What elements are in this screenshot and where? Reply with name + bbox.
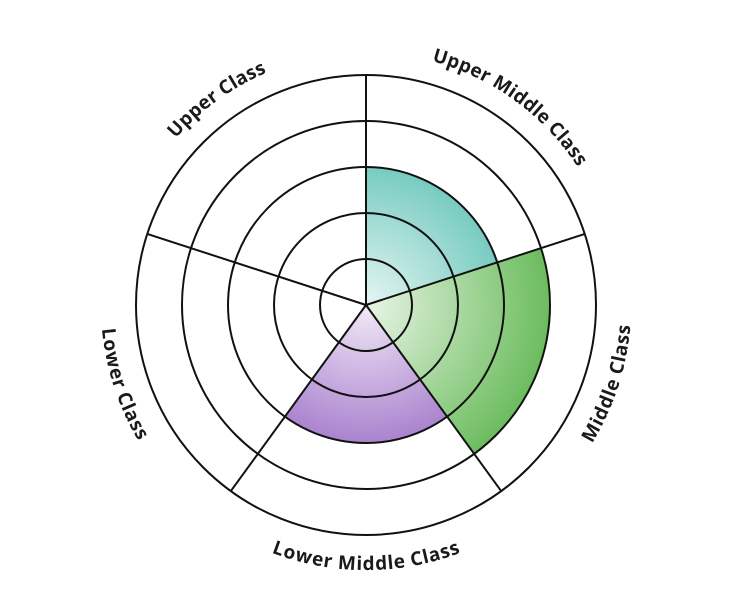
sector-label-0: Upper Middle Class [430, 42, 594, 171]
polar-rose-chart: Upper Middle Class Middle Class Lower Midd… [0, 0, 732, 600]
sector-label-2: Lower Middle Class [269, 534, 462, 576]
sector-wedges [285, 167, 550, 454]
sector-label-1: Middle Class [575, 324, 637, 447]
sector-label-4: Upper Class [161, 54, 269, 142]
spoke-4 [147, 234, 366, 305]
sector-label-3: Lower Class [96, 327, 156, 444]
